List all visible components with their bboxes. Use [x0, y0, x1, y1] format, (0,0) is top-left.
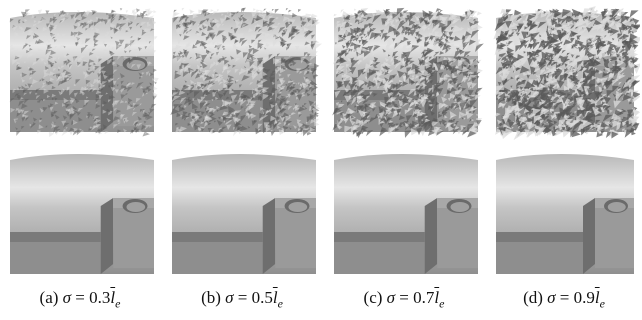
- sigma-symbol: σ: [225, 288, 234, 307]
- equals-sign: =: [75, 288, 85, 307]
- noisy-mesh-b: [170, 7, 322, 137]
- denoised-mesh-b: [172, 154, 316, 274]
- edge-length-subscript: e: [115, 296, 121, 311]
- sigma-value: 0.7: [413, 288, 435, 307]
- sigma-value: 0.3: [89, 288, 111, 307]
- edge-length-subscript: e: [439, 296, 445, 311]
- sigma-symbol: σ: [386, 288, 396, 307]
- caption-letter: (a): [39, 288, 59, 307]
- caption-b: (b) σ = 0.5le: [162, 288, 322, 311]
- panel-d: [490, 4, 640, 284]
- sigma-symbol: σ: [62, 288, 72, 307]
- denoised-mesh-a: [10, 154, 154, 274]
- noisy-mesh-d: [493, 6, 640, 141]
- caption-letter: (d): [523, 288, 543, 307]
- edge-length-symbol: l: [110, 288, 116, 307]
- denoised-mesh-d: [496, 154, 634, 274]
- edge-length-subscript: e: [599, 296, 605, 311]
- equals-sign: =: [399, 288, 409, 307]
- equals-sign: =: [559, 288, 570, 307]
- equals-sign: =: [237, 288, 248, 307]
- noisy-mesh-a: [9, 8, 159, 138]
- mesh-pair-a: [9, 8, 159, 274]
- caption-a: (a) σ = 0.3le: [0, 288, 160, 311]
- edge-length-symbol: l: [594, 288, 600, 307]
- panel-b: [166, 4, 322, 284]
- denoised-mesh-c: [334, 154, 478, 274]
- noisy-mesh-c: [332, 7, 484, 138]
- caption-d: (d) σ = 0.9le: [484, 288, 642, 311]
- caption-c: (c) σ = 0.7le: [324, 288, 484, 311]
- sigma-symbol: σ: [547, 288, 556, 307]
- edge-length-subscript: e: [277, 296, 283, 311]
- mesh-pair-d: [493, 6, 640, 274]
- mesh-pair-b: [170, 7, 322, 274]
- sigma-value: 0.9: [573, 288, 595, 307]
- panel-c: [328, 4, 484, 284]
- panel-a: [4, 4, 160, 284]
- sigma-value: 0.5: [251, 288, 273, 307]
- mesh-pair-c: [332, 7, 484, 274]
- edge-length-symbol: l: [434, 288, 440, 307]
- edge-length-symbol: l: [272, 288, 278, 307]
- caption-letter: (b): [201, 288, 221, 307]
- caption-letter: (c): [363, 288, 383, 307]
